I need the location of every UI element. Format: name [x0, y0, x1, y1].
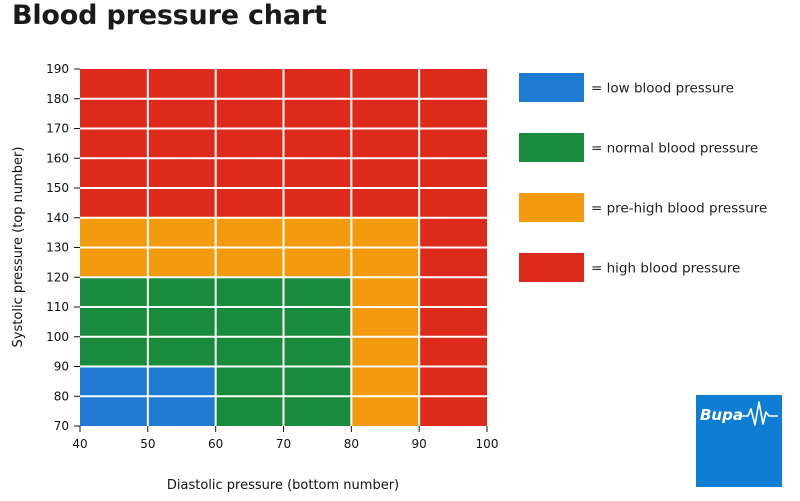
y-tick-label: 180: [46, 92, 69, 106]
chart-title: Blood pressure chart: [12, 0, 327, 31]
legend-label-high: = high blood pressure: [591, 261, 740, 277]
y-tick-label: 90: [54, 360, 69, 374]
y-axis-ticks: 70 80 90 100 110 120 130 140 150 160 170 180 190: [46, 62, 80, 433]
y-tick-label: 120: [46, 270, 69, 284]
x-tick-label: 80: [344, 437, 359, 451]
heartbeat-line-icon: [740, 401, 778, 426]
x-tick-label: 90: [412, 437, 427, 451]
bupa-logo: Bupa: [696, 395, 782, 487]
y-tick-label: 150: [46, 181, 69, 195]
y-tick-label: 140: [46, 211, 69, 225]
legend-swatch-prehigh: [519, 193, 584, 222]
x-tick-label: 40: [72, 437, 87, 451]
logo-text: Bupa: [700, 406, 743, 424]
x-tick-label: 70: [276, 437, 291, 451]
y-tick-label: 100: [46, 330, 69, 344]
legend-swatch-low: [519, 73, 584, 102]
legend-swatch-high: [519, 253, 584, 282]
y-tick-label: 160: [46, 151, 69, 165]
legend-label-prehigh: = pre-high blood pressure: [591, 201, 767, 217]
x-tick-label: 50: [140, 437, 155, 451]
y-tick-label: 110: [46, 300, 69, 314]
y-tick-label: 80: [54, 389, 69, 403]
legend-label-normal: = normal blood pressure: [591, 141, 758, 157]
logo-background: [696, 395, 782, 487]
grid-lines: [80, 69, 487, 426]
y-tick-label: 70: [54, 419, 69, 433]
x-axis-title: Diastolic pressure (bottom number): [167, 478, 399, 493]
legend-label-low: = low blood pressure: [591, 81, 734, 97]
y-tick-label: 130: [46, 241, 69, 255]
x-tick-label: 100: [476, 437, 499, 451]
y-axis-title: Systolic pressure (top number): [11, 147, 26, 348]
legend: = low blood pressure = normal blood press…: [519, 73, 767, 282]
x-axis-ticks: 40 50 60 70 80 90 100: [72, 426, 498, 451]
legend-swatch-normal: [519, 133, 584, 162]
x-tick-label: 60: [208, 437, 223, 451]
y-tick-label: 170: [46, 122, 69, 136]
y-tick-label: 190: [46, 62, 69, 76]
